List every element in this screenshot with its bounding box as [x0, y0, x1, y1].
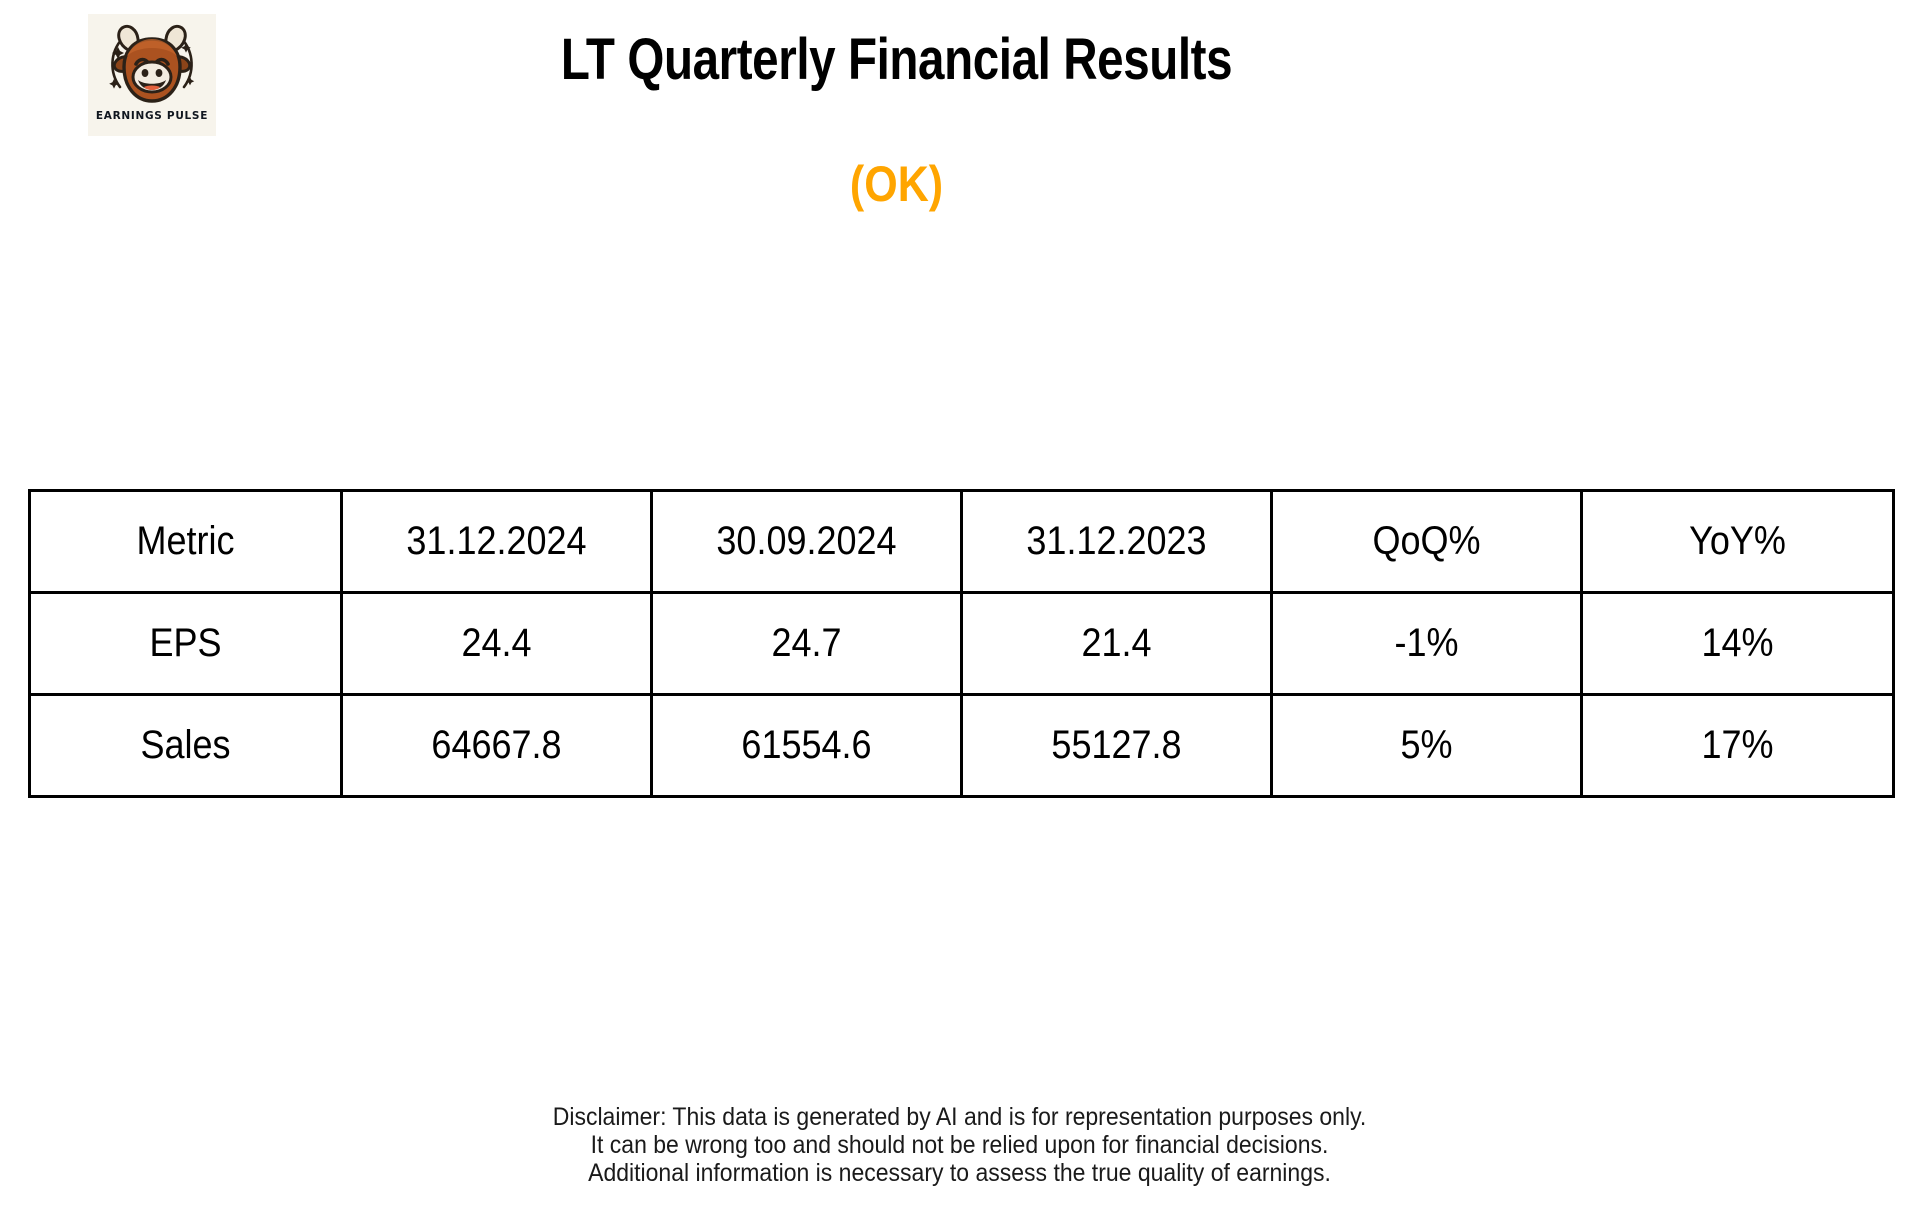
disclaimer-line-2: It can be wrong too and should not be re… — [590, 1131, 1329, 1159]
cell-eps-year-ago: 21.4 — [960, 591, 1273, 696]
column-header-period-current: 31.12.2024 — [340, 489, 653, 594]
column-header-period-previous: 30.09.2024 — [650, 489, 963, 594]
cell-sales-previous: 61554.6 — [650, 693, 963, 798]
brand-logo: EARNINGS PULSE — [88, 14, 216, 136]
cell-sales-year-ago: 55127.8 — [960, 693, 1273, 798]
cell-eps-yoy: 14% — [1580, 591, 1895, 696]
column-header-metric: Metric — [28, 489, 343, 594]
row-label-eps: EPS — [28, 591, 343, 696]
cell-eps-previous: 24.7 — [650, 591, 963, 696]
cell-sales-yoy: 17% — [1580, 693, 1895, 798]
column-header-qoq: QoQ% — [1270, 489, 1583, 594]
cell-sales-current: 64667.8 — [340, 693, 653, 798]
table-header-row: Metric 31.12.2024 30.09.2024 31.12.2023 … — [28, 489, 1895, 594]
disclaimer: Disclaimer: This data is generated by AI… — [0, 1103, 1919, 1187]
page-title: LT Quarterly Financial Results — [560, 27, 1233, 92]
cell-eps-qoq: -1% — [1270, 591, 1583, 696]
cell-eps-current: 24.4 — [340, 591, 653, 696]
table-row: EPS 24.4 24.7 21.4 -1% 14% — [28, 591, 1895, 696]
logo-wordmark: EARNINGS PULSE — [95, 110, 209, 122]
status-badge: (OK) — [849, 156, 944, 212]
bull-mascot-icon — [109, 24, 195, 103]
row-label-sales: Sales — [28, 693, 343, 798]
cell-sales-qoq: 5% — [1270, 693, 1583, 798]
disclaimer-line-1: Disclaimer: This data is generated by AI… — [552, 1103, 1367, 1131]
disclaimer-line-3: Additional information is necessary to a… — [588, 1159, 1331, 1187]
column-header-period-year-ago: 31.12.2023 — [960, 489, 1273, 594]
quarterly-results-table: Metric 31.12.2024 30.09.2024 31.12.2023 … — [28, 489, 1895, 798]
column-header-yoy: YoY% — [1580, 489, 1895, 594]
table-row: Sales 64667.8 61554.6 55127.8 5% 17% — [28, 693, 1895, 798]
